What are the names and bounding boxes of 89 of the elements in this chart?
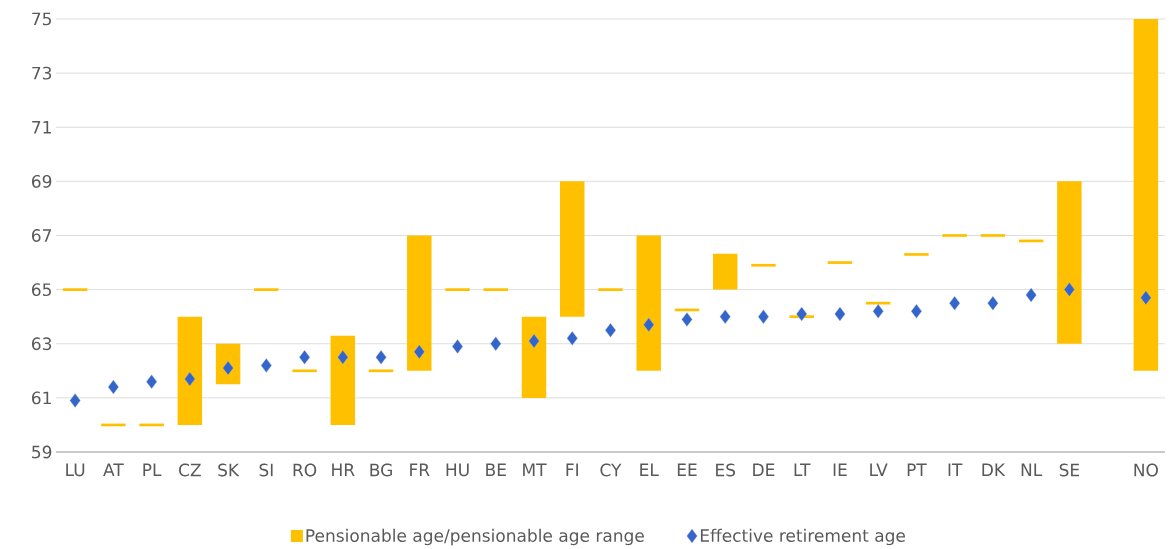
x-tick-label: RO — [293, 463, 317, 477]
point — [987, 295, 999, 311]
x-tick-label: SI — [259, 463, 273, 477]
x-tick-label: EE — [677, 463, 697, 476]
point — [643, 317, 655, 333]
x-tick-label: LV — [870, 463, 888, 476]
point — [910, 304, 922, 319]
bar — [942, 234, 967, 237]
x-tick-label: BE — [486, 463, 506, 476]
x-tick-label: LU — [66, 463, 85, 477]
point — [949, 295, 961, 311]
point — [69, 393, 81, 408]
legend-label: Pensionable age/pensionable age range — [306, 528, 644, 546]
x-tick-label: NO — [1134, 463, 1158, 477]
y-tick-label: 65 — [32, 283, 51, 297]
point — [719, 309, 731, 324]
bar — [827, 261, 853, 264]
x-tick-label: HR — [332, 463, 355, 476]
bar — [636, 235, 661, 371]
point — [834, 306, 846, 322]
y-tick-label: 73 — [32, 66, 52, 80]
point — [1140, 290, 1152, 305]
x-tick-label: DE — [753, 463, 775, 476]
bar — [712, 253, 738, 290]
y-tick-label: 61 — [32, 391, 51, 405]
x-tick-label: HU — [446, 463, 469, 477]
bar — [598, 288, 623, 291]
point — [758, 309, 769, 324]
x-tick-label: PL — [143, 463, 162, 476]
point — [528, 333, 540, 349]
y-tick-label: 59 — [32, 445, 52, 459]
x-tick-label: CZ — [179, 463, 201, 477]
bar — [560, 181, 585, 317]
bar — [62, 288, 88, 291]
bar — [1057, 181, 1082, 344]
x-tick-label: IT — [948, 463, 963, 476]
point — [490, 336, 502, 351]
x-tick-label: SE — [1059, 463, 1080, 477]
y-tick-label: 75 — [32, 12, 51, 26]
x-tick-label: DK — [982, 463, 1006, 476]
bar — [330, 335, 356, 425]
x-tick-label: NL — [1021, 463, 1043, 476]
point — [222, 360, 234, 376]
bar — [483, 288, 508, 291]
point — [1025, 287, 1037, 303]
bar — [292, 369, 317, 373]
bar — [445, 288, 470, 291]
point — [452, 339, 463, 354]
bar — [865, 301, 891, 305]
point — [1063, 282, 1075, 297]
legend-label: Effective retirement age — [700, 528, 905, 546]
x-tick-label: BG — [370, 463, 392, 477]
x-tick-label: IE — [833, 463, 847, 476]
bar — [980, 234, 1006, 237]
point — [107, 379, 119, 395]
x-tick-label: FI — [566, 463, 578, 476]
bar — [1133, 19, 1159, 371]
x-tick-label: FR — [410, 463, 430, 476]
bar — [904, 253, 929, 256]
y-tick-label: 67 — [32, 229, 52, 242]
y-tick-label: 63 — [32, 337, 52, 351]
bar — [751, 263, 776, 267]
bar — [521, 316, 547, 398]
x-tick-label: ES — [716, 463, 736, 477]
point — [413, 344, 425, 360]
bar — [368, 369, 394, 373]
bar — [254, 288, 279, 291]
x-tick-label: AT — [103, 463, 124, 476]
point — [146, 374, 158, 389]
point — [796, 306, 808, 322]
x-tick-label: SK — [218, 463, 240, 477]
point — [566, 331, 578, 346]
x-tick-label: CY — [600, 463, 622, 477]
bar — [177, 316, 203, 425]
x-tick-label: PT — [907, 463, 927, 476]
point — [184, 371, 196, 387]
point — [337, 350, 349, 365]
x-tick-label: EL — [640, 463, 659, 476]
point — [260, 358, 272, 373]
y-tick-label: 71 — [32, 121, 51, 134]
point — [299, 350, 311, 365]
y-tick-label: 69 — [32, 174, 52, 188]
point — [872, 304, 884, 319]
point — [605, 323, 616, 338]
x-tick-label: LT — [794, 463, 811, 476]
point — [375, 350, 387, 365]
point — [681, 312, 693, 327]
bar — [407, 235, 432, 371]
x-tick-label: MT — [523, 463, 547, 476]
